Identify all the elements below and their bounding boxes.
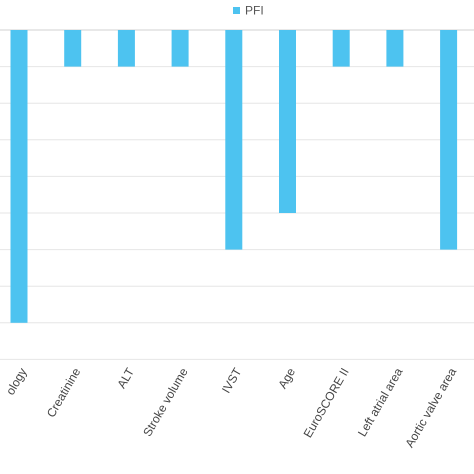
bar <box>332 30 350 67</box>
bar <box>10 30 28 323</box>
x-tick-labels: ology Creatinine ALT Stroke volume IVST Age Eu… <box>3 365 459 450</box>
x-tick-label: IVST <box>219 365 245 396</box>
bar <box>440 30 458 250</box>
x-tick-label: ology <box>3 366 29 398</box>
x-tick-label: Stroke volume <box>140 365 191 439</box>
x-tick-label: Aortic valve area <box>402 365 459 450</box>
x-tick-label: Creatinine <box>44 365 84 420</box>
legend-label: PFI <box>245 4 264 18</box>
x-tick-label: EuroSCORE II <box>301 366 352 441</box>
x-tick-label: ALT <box>114 365 137 391</box>
x-tick-label: Age <box>275 365 298 391</box>
legend-swatch <box>233 7 240 14</box>
bar <box>225 30 243 250</box>
bar <box>386 30 404 67</box>
bar <box>279 30 296 213</box>
legend: PFI <box>233 4 264 18</box>
bars <box>10 30 458 323</box>
bar <box>117 30 135 67</box>
x-tick-label: Left atrial area <box>355 365 406 439</box>
bar <box>171 30 189 67</box>
bar <box>64 30 82 67</box>
